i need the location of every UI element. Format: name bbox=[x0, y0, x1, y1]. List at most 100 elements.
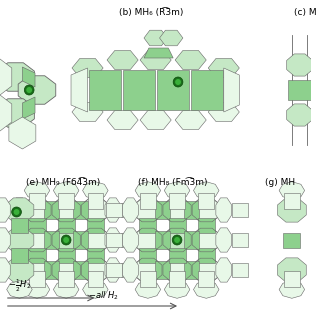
Polygon shape bbox=[0, 59, 12, 95]
Polygon shape bbox=[232, 203, 248, 217]
Polygon shape bbox=[224, 68, 239, 112]
Polygon shape bbox=[123, 198, 138, 222]
Polygon shape bbox=[89, 70, 121, 110]
Polygon shape bbox=[81, 198, 110, 222]
Polygon shape bbox=[216, 258, 232, 282]
Polygon shape bbox=[88, 271, 103, 287]
Polygon shape bbox=[0, 198, 10, 222]
Polygon shape bbox=[88, 193, 103, 209]
Polygon shape bbox=[140, 271, 156, 287]
Polygon shape bbox=[53, 182, 79, 199]
Polygon shape bbox=[71, 68, 88, 112]
Polygon shape bbox=[29, 193, 45, 209]
Polygon shape bbox=[232, 233, 248, 247]
Polygon shape bbox=[287, 54, 313, 76]
Polygon shape bbox=[29, 271, 45, 287]
Polygon shape bbox=[11, 247, 28, 262]
Polygon shape bbox=[192, 198, 220, 222]
Text: (b) MH₆ (R͡3m): (b) MH₆ (R͡3m) bbox=[119, 8, 183, 17]
Polygon shape bbox=[160, 30, 183, 46]
Circle shape bbox=[172, 235, 182, 245]
Circle shape bbox=[174, 237, 180, 243]
Polygon shape bbox=[121, 263, 137, 277]
Polygon shape bbox=[198, 271, 214, 287]
Polygon shape bbox=[139, 218, 156, 233]
Polygon shape bbox=[107, 110, 138, 130]
Text: (g) MH: (g) MH bbox=[265, 178, 295, 187]
Polygon shape bbox=[140, 51, 171, 69]
Polygon shape bbox=[155, 201, 170, 219]
Polygon shape bbox=[121, 203, 137, 217]
Polygon shape bbox=[140, 193, 156, 209]
Polygon shape bbox=[164, 182, 190, 199]
Polygon shape bbox=[58, 247, 75, 262]
Polygon shape bbox=[163, 228, 191, 252]
Polygon shape bbox=[52, 258, 81, 282]
Polygon shape bbox=[169, 218, 186, 233]
Polygon shape bbox=[163, 258, 191, 282]
Polygon shape bbox=[0, 63, 34, 91]
Polygon shape bbox=[105, 198, 121, 222]
Polygon shape bbox=[5, 258, 34, 282]
Polygon shape bbox=[23, 228, 51, 252]
Polygon shape bbox=[12, 228, 28, 252]
Polygon shape bbox=[23, 258, 51, 282]
Polygon shape bbox=[175, 110, 206, 130]
Polygon shape bbox=[5, 198, 34, 222]
Polygon shape bbox=[0, 233, 12, 247]
Circle shape bbox=[61, 235, 71, 245]
Polygon shape bbox=[144, 48, 173, 58]
Polygon shape bbox=[123, 258, 138, 282]
Polygon shape bbox=[133, 228, 162, 252]
Polygon shape bbox=[192, 228, 220, 252]
Polygon shape bbox=[74, 201, 88, 219]
Polygon shape bbox=[87, 218, 104, 233]
Polygon shape bbox=[74, 231, 88, 249]
Polygon shape bbox=[287, 104, 313, 126]
Circle shape bbox=[173, 77, 183, 87]
Polygon shape bbox=[72, 102, 103, 122]
Polygon shape bbox=[81, 228, 110, 252]
Polygon shape bbox=[0, 263, 12, 277]
Polygon shape bbox=[52, 228, 81, 252]
Polygon shape bbox=[155, 231, 170, 249]
Circle shape bbox=[14, 209, 20, 215]
Text: $-all\ H_2$: $-all\ H_2$ bbox=[88, 290, 118, 302]
Polygon shape bbox=[216, 228, 232, 252]
Polygon shape bbox=[232, 263, 248, 277]
Polygon shape bbox=[283, 233, 300, 247]
Polygon shape bbox=[23, 198, 51, 222]
Polygon shape bbox=[0, 203, 12, 217]
Polygon shape bbox=[192, 258, 220, 282]
Polygon shape bbox=[139, 247, 156, 262]
Polygon shape bbox=[58, 218, 75, 233]
Polygon shape bbox=[81, 258, 110, 282]
Polygon shape bbox=[279, 182, 305, 199]
Polygon shape bbox=[277, 258, 306, 282]
Polygon shape bbox=[123, 228, 138, 252]
Polygon shape bbox=[106, 263, 122, 277]
Polygon shape bbox=[58, 193, 74, 209]
Polygon shape bbox=[5, 228, 34, 252]
Polygon shape bbox=[135, 281, 161, 298]
Circle shape bbox=[24, 85, 34, 95]
Polygon shape bbox=[83, 182, 108, 199]
Polygon shape bbox=[107, 51, 138, 69]
Polygon shape bbox=[12, 198, 28, 222]
Text: (e) MH₉ (Fб4͡3m): (e) MH₉ (Fб4͡3m) bbox=[26, 178, 100, 187]
Circle shape bbox=[12, 207, 21, 217]
Polygon shape bbox=[106, 233, 122, 247]
Text: (c) M: (c) M bbox=[294, 8, 316, 17]
Polygon shape bbox=[198, 247, 215, 262]
Polygon shape bbox=[105, 258, 121, 282]
Polygon shape bbox=[198, 218, 215, 233]
Polygon shape bbox=[163, 198, 191, 222]
Polygon shape bbox=[9, 117, 36, 149]
Polygon shape bbox=[198, 193, 214, 209]
Polygon shape bbox=[133, 258, 162, 282]
Polygon shape bbox=[24, 281, 50, 298]
Polygon shape bbox=[133, 198, 162, 222]
Polygon shape bbox=[191, 70, 223, 110]
Polygon shape bbox=[121, 233, 137, 247]
Polygon shape bbox=[157, 70, 189, 110]
